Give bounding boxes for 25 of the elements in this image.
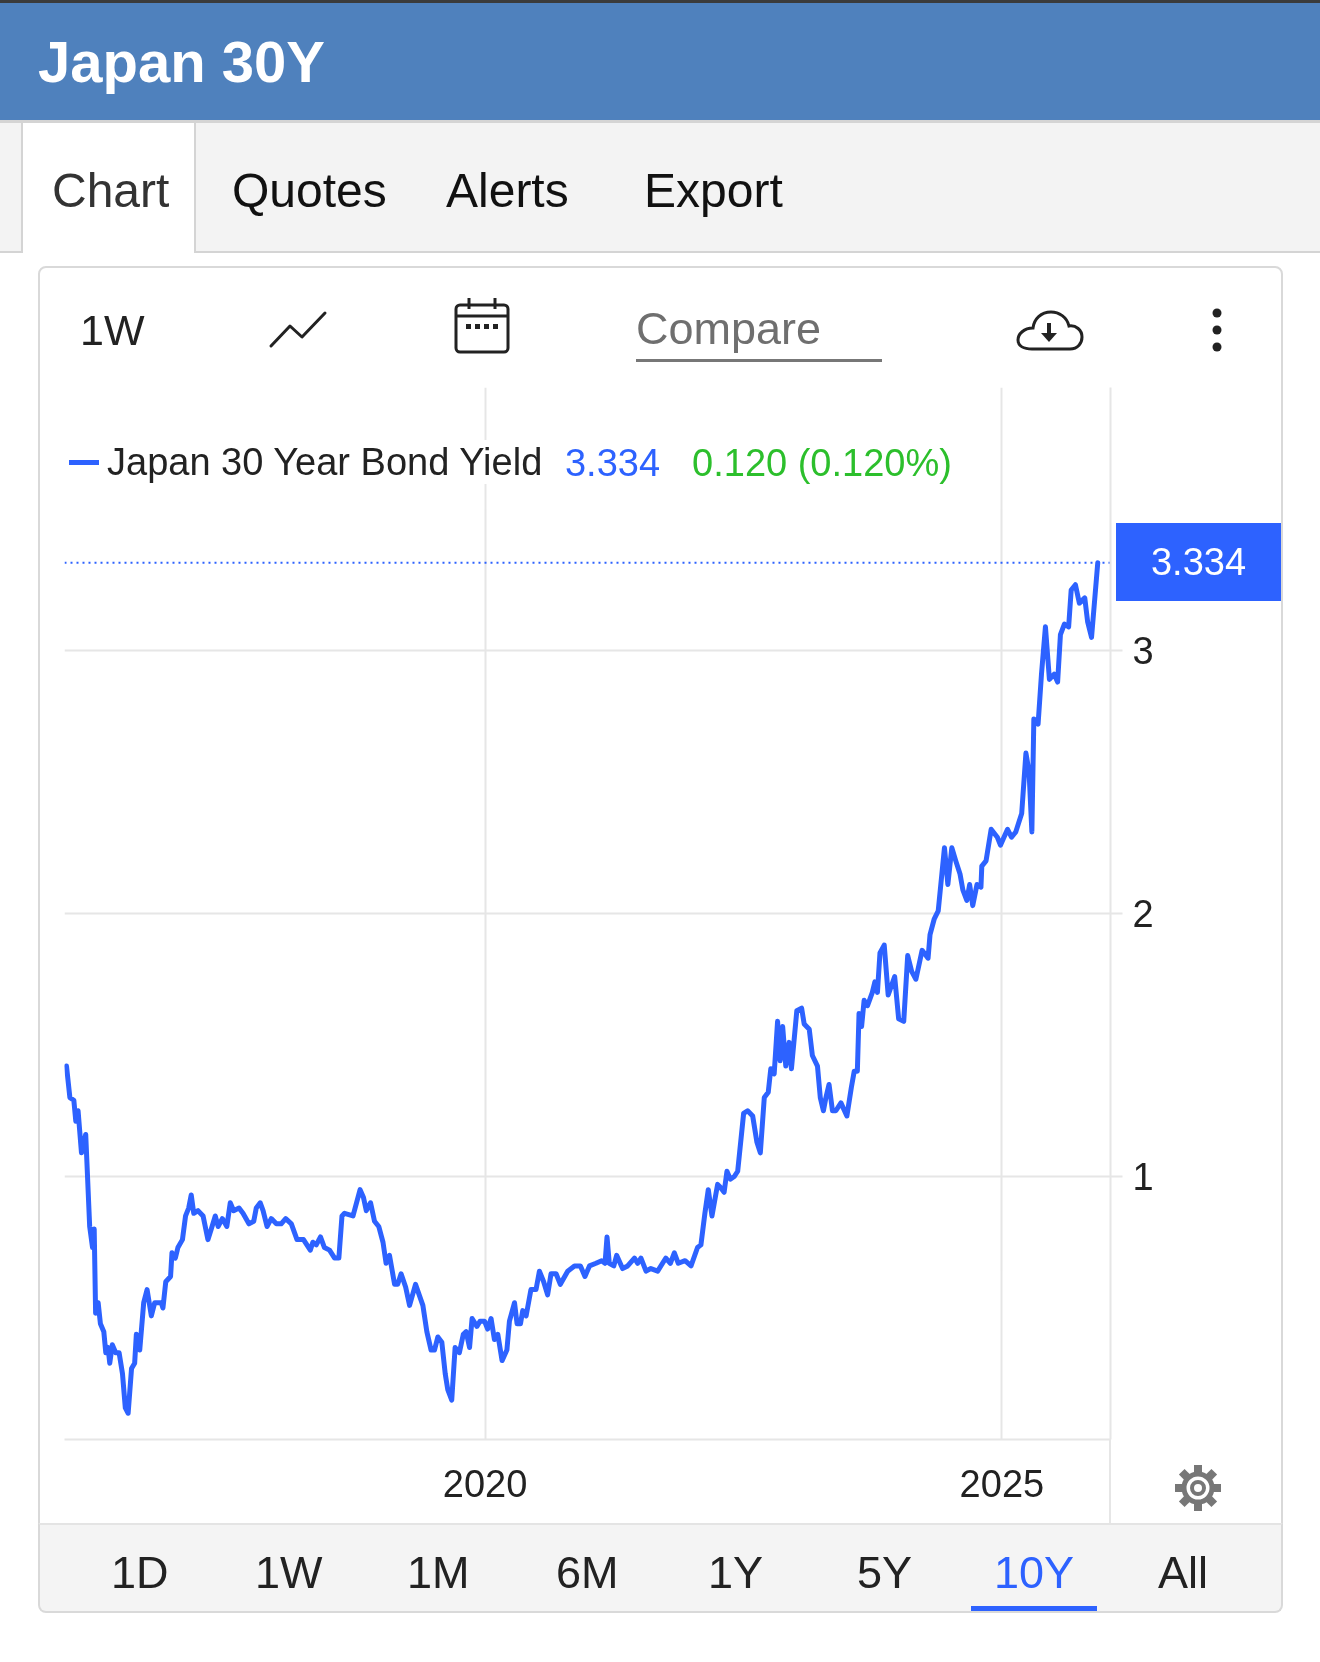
chart-title: Japan 30Y	[38, 29, 325, 94]
text: All	[1158, 1547, 1209, 1598]
text: 1M	[407, 1547, 470, 1598]
annotation: 0.120 (0.120%)	[692, 441, 952, 484]
ref-line-label: 3.334	[1116, 523, 1281, 602]
y-tick-label: 1	[1132, 1156, 1154, 1198]
text: 1D	[111, 1547, 169, 1598]
y-tick-label: 3	[1132, 630, 1154, 672]
ref-line-label: 3.334	[1150, 541, 1247, 584]
text: Export	[644, 164, 783, 217]
text: 10Y	[994, 1547, 1075, 1598]
text: Quotes	[232, 164, 387, 217]
text: 1W	[255, 1547, 323, 1598]
text: Alerts	[446, 164, 569, 217]
x-tick-label: 2025	[959, 1462, 1045, 1505]
text: 1W	[80, 306, 145, 354]
text: Compare	[636, 303, 822, 354]
text: 5Y	[857, 1547, 913, 1598]
annotation: 3.334	[564, 442, 661, 484]
text: 1Y	[708, 1547, 764, 1598]
text: Chart	[52, 164, 170, 217]
text: 6M	[556, 1547, 619, 1598]
x-tick-label: 2020	[442, 1462, 528, 1505]
y-tick-label: 2	[1132, 893, 1154, 935]
legend-label: Japan 30 Year Bond Yield	[107, 440, 543, 484]
